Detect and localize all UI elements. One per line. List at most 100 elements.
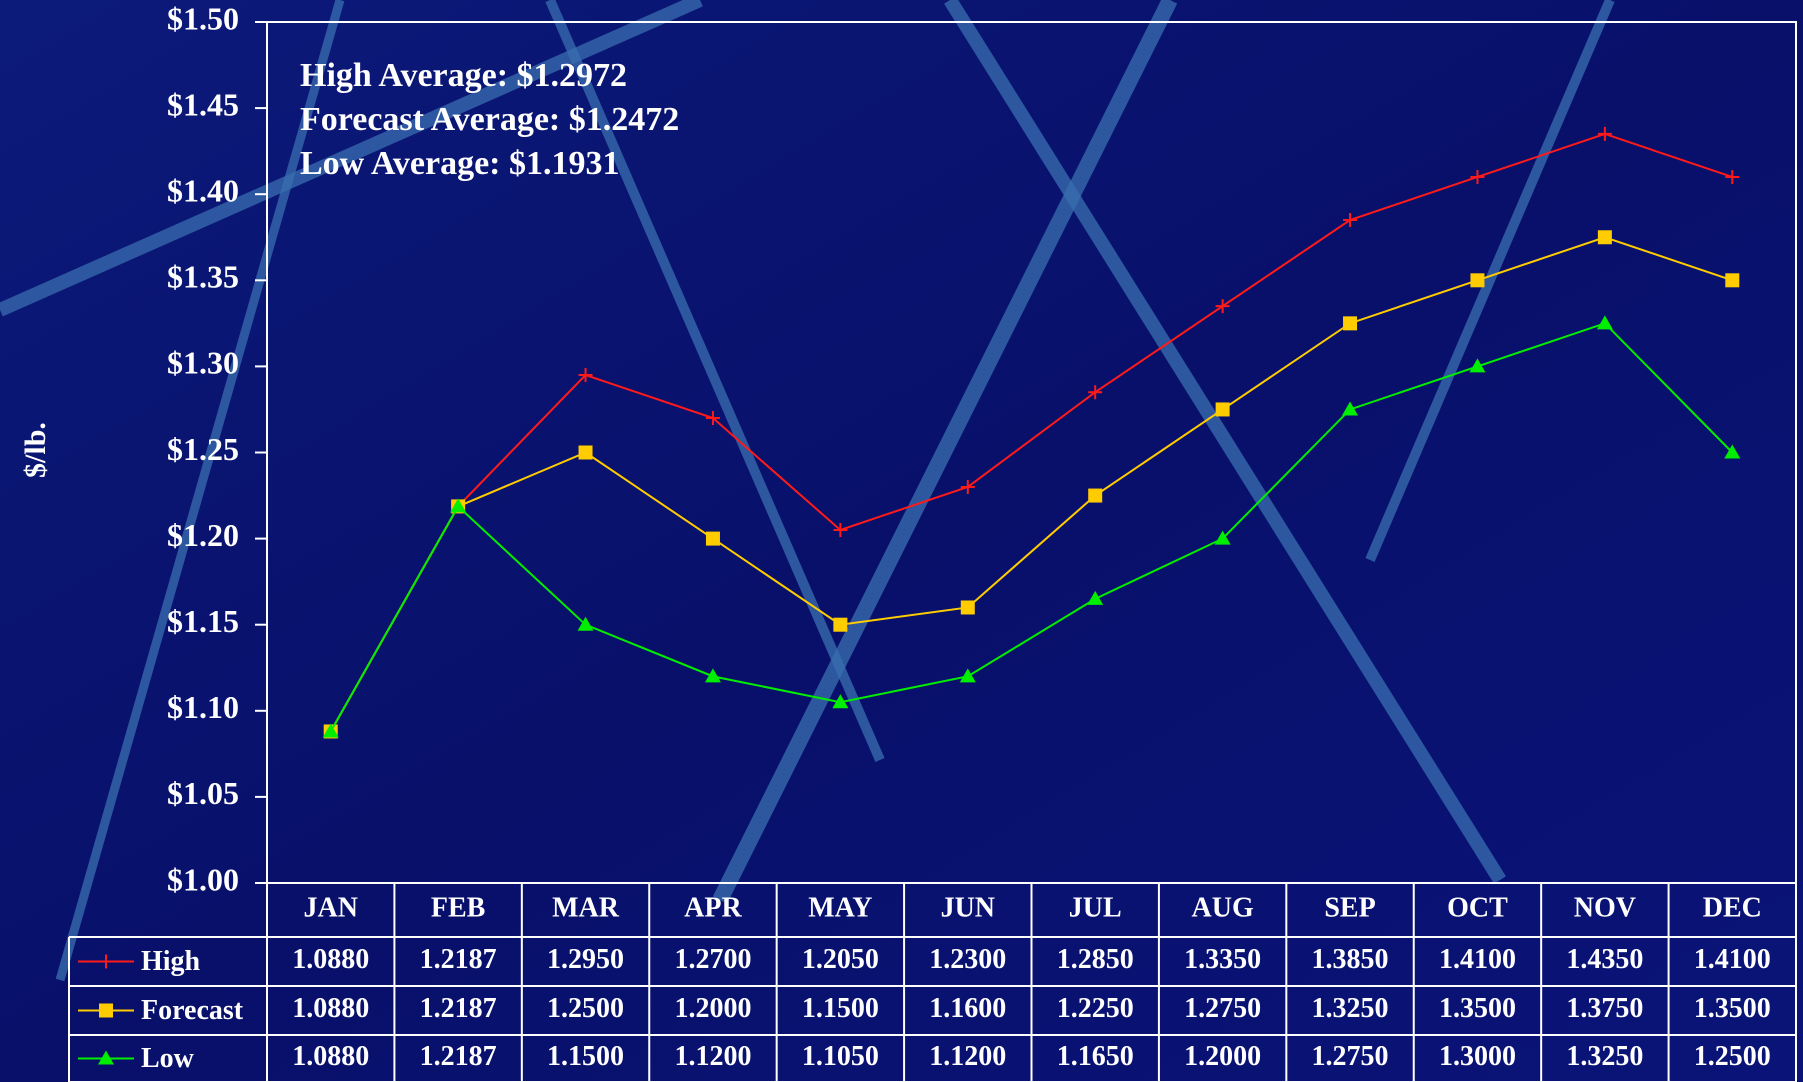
- legend-label: Low: [141, 1043, 195, 1074]
- x-tick-label: MAR: [552, 892, 620, 923]
- y-tick-label: $1.45: [167, 86, 239, 122]
- marker: [1597, 230, 1612, 245]
- marker: [578, 368, 593, 383]
- marker: [1214, 530, 1231, 545]
- marker: [1597, 126, 1612, 141]
- table-value: 1.1200: [929, 1041, 1006, 1072]
- marker: [322, 723, 339, 738]
- y-tick-label: $1.50: [167, 0, 239, 36]
- x-tick-label: SEP: [1324, 892, 1375, 923]
- legend-entry: Forecast: [78, 995, 244, 1026]
- table-value: 1.2187: [420, 993, 497, 1024]
- x-tick-label: AUG: [1192, 892, 1254, 923]
- table-value: 1.2700: [674, 944, 751, 975]
- y-tick-label: $1.25: [167, 431, 239, 467]
- marker: [1470, 273, 1485, 288]
- marker: [99, 1003, 113, 1018]
- table-value: 1.4100: [1439, 944, 1516, 975]
- y-tick-label: $1.30: [167, 345, 239, 381]
- table-value: 1.2187: [420, 944, 497, 975]
- table-value: 1.1050: [802, 1041, 879, 1072]
- table-value: 1.2500: [1694, 1041, 1771, 1072]
- x-tick-label: JUL: [1069, 892, 1122, 923]
- table-value: 1.2950: [547, 944, 624, 975]
- x-tick-label: NOV: [1574, 892, 1636, 923]
- marker: [833, 617, 848, 632]
- marker: [98, 1050, 114, 1065]
- marker: [1215, 299, 1230, 314]
- table-value: 1.2250: [1057, 993, 1134, 1024]
- marker: [960, 600, 975, 615]
- marker: [833, 522, 848, 537]
- series-line: [329, 132, 1733, 732]
- table-value: 1.2000: [1184, 1041, 1261, 1072]
- y-tick-label: $1.15: [167, 603, 239, 639]
- table-value: 1.1650: [1057, 1041, 1134, 1072]
- marker: [1725, 169, 1740, 184]
- x-tick-label: APR: [684, 892, 742, 923]
- marker: [1343, 316, 1358, 331]
- marker: [1469, 358, 1486, 373]
- series-line: [329, 236, 1733, 732]
- marker: [705, 411, 720, 426]
- table-value: 1.3000: [1439, 1041, 1516, 1072]
- table-value: 1.2750: [1312, 1041, 1389, 1072]
- table-value: 1.3500: [1439, 993, 1516, 1024]
- y-tick-label: $1.10: [167, 689, 239, 725]
- marker: [450, 498, 467, 513]
- annotation: Forecast Average: $1.2472: [300, 101, 679, 138]
- marker: [99, 954, 113, 969]
- marker: [1088, 488, 1103, 503]
- marker: [1724, 444, 1741, 459]
- table-value: 1.1500: [547, 1041, 624, 1072]
- y-axis-label: $/lb.: [19, 422, 52, 478]
- table-value: 1.2050: [802, 944, 879, 975]
- x-tick-label: FEB: [431, 892, 485, 923]
- table-value: 1.0880: [292, 944, 369, 975]
- table-value: 1.3850: [1312, 944, 1389, 975]
- marker: [1342, 401, 1359, 416]
- table-value: 1.4100: [1694, 944, 1771, 975]
- table-value: 1.2300: [929, 944, 1006, 975]
- table-value: 1.1200: [674, 1041, 751, 1072]
- y-tick-label: $1.35: [167, 259, 239, 295]
- marker: [577, 616, 594, 631]
- table-value: 1.2850: [1057, 944, 1134, 975]
- marker: [1596, 315, 1613, 330]
- y-tick-label: $1.20: [167, 517, 239, 553]
- marker: [1215, 402, 1230, 417]
- y-tick-label: $1.40: [167, 173, 239, 209]
- table-value: 1.0880: [292, 1041, 369, 1072]
- marker: [1088, 385, 1103, 400]
- annotation: Low Average: $1.1931: [300, 145, 619, 182]
- table-value: 1.0880: [292, 993, 369, 1024]
- y-tick-label: $1.05: [167, 775, 239, 811]
- x-tick-label: JUN: [941, 892, 995, 923]
- table-value: 1.1600: [929, 993, 1006, 1024]
- marker: [705, 531, 720, 546]
- series-line: [329, 322, 1734, 732]
- table-value: 1.3350: [1184, 944, 1261, 975]
- x-tick-label: MAY: [808, 892, 872, 923]
- table-value: 1.2187: [420, 1041, 497, 1072]
- annotation: High Average: $1.2972: [300, 57, 627, 94]
- marker: [1470, 169, 1485, 184]
- table-value: 1.2750: [1184, 993, 1261, 1024]
- table-value: 1.2500: [547, 993, 624, 1024]
- marker: [1725, 273, 1740, 288]
- x-tick-label: JAN: [303, 892, 357, 923]
- y-tick-label: $1.00: [167, 861, 239, 897]
- legend-label: Forecast: [141, 995, 244, 1026]
- table-value: 1.3500: [1694, 993, 1771, 1024]
- marker: [1087, 590, 1104, 605]
- legend-entry: Low: [78, 1043, 195, 1074]
- table-value: 1.3250: [1566, 1041, 1643, 1072]
- table-value: 1.1500: [802, 993, 879, 1024]
- decor: [0, 0, 1615, 982]
- table-value: 1.3750: [1566, 993, 1643, 1024]
- marker: [578, 445, 593, 460]
- marker: [1343, 213, 1358, 228]
- table-value: 1.3250: [1312, 993, 1389, 1024]
- data-table: JAN FEB MAR APR MAY JUN JUL AUG SEP OCT NOV DEC 1.08…: [68, 882, 1797, 1082]
